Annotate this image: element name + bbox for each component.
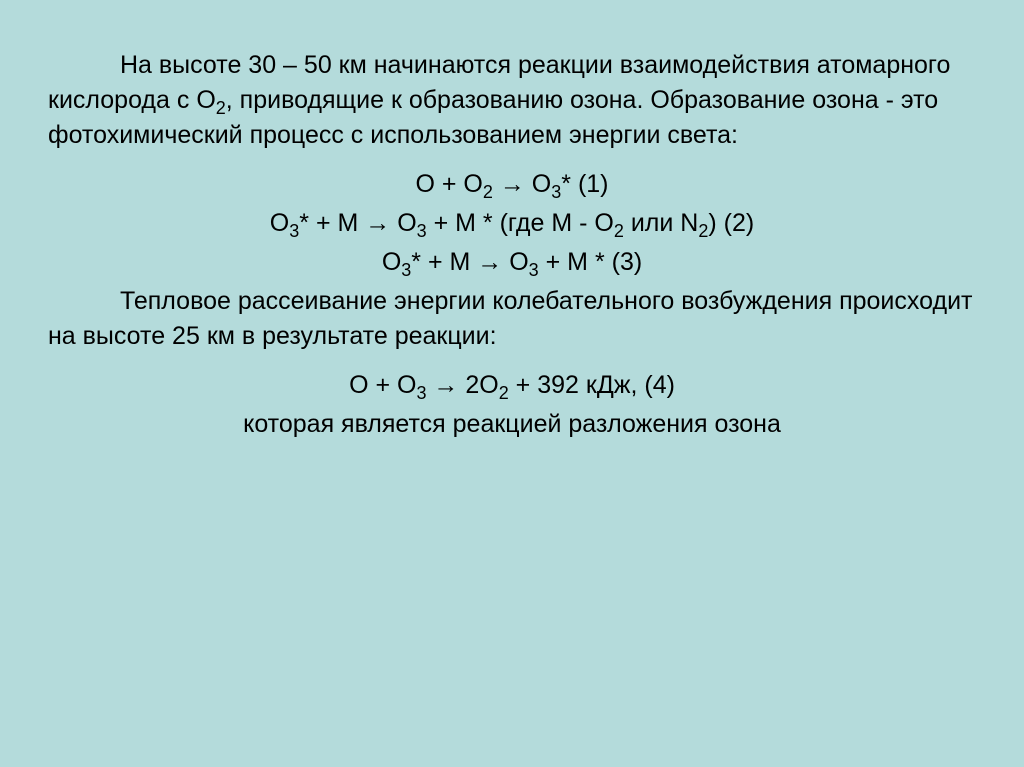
subscript: 2 [698, 221, 708, 241]
subscript: 3 [529, 260, 539, 280]
subscript: 3 [401, 260, 411, 280]
text-fragment: + M * (3) [539, 248, 643, 276]
text-fragment: O [382, 248, 401, 276]
closing-paragraph: которая является реакцией разложения озо… [48, 407, 976, 442]
equation-2: O3* + M → O3 + M * (где M - O2 или N2) (… [48, 206, 976, 241]
text-fragment: + M * (где M - O [427, 209, 614, 237]
slide-content: На высоте 30 – 50 км начинаются реакции … [0, 0, 1024, 767]
subscript: 3 [289, 221, 299, 241]
subscript: 2 [614, 221, 624, 241]
subscript: 3 [417, 221, 427, 241]
equation-4: O + O3 → 2O2 + 392 кДж, (4) [48, 368, 976, 403]
text-fragment: * + M → O [299, 209, 416, 237]
text-fragment: которая является реакцией разложения озо… [243, 410, 781, 438]
intro-paragraph: На высоте 30 – 50 км начинаются реакции … [48, 48, 976, 153]
subscript: 2 [216, 98, 226, 118]
text-fragment: * (1) [561, 170, 608, 198]
equation-1: O + O2 → O3* (1) [48, 167, 976, 202]
text-fragment: O [270, 209, 289, 237]
text-fragment: → O [493, 170, 551, 198]
text-fragment: O + O [416, 170, 483, 198]
subscript: 2 [483, 182, 493, 202]
text-fragment: * + M → O [411, 248, 528, 276]
text-fragment: + 392 кДж, (4) [509, 371, 675, 399]
text-fragment: Тепловое рассеивание энергии колебательн… [48, 287, 972, 350]
equation-3: O3* + M → O3 + M * (3) [48, 245, 976, 280]
subscript: 3 [416, 383, 426, 403]
subscript: 2 [499, 383, 509, 403]
subscript: 3 [551, 182, 561, 202]
text-fragment: O + O [349, 371, 416, 399]
text-fragment: ) (2) [708, 209, 754, 237]
middle-paragraph: Тепловое рассеивание энергии колебательн… [48, 284, 976, 354]
text-fragment: или N [624, 209, 698, 237]
text-fragment: → 2O [426, 371, 498, 399]
